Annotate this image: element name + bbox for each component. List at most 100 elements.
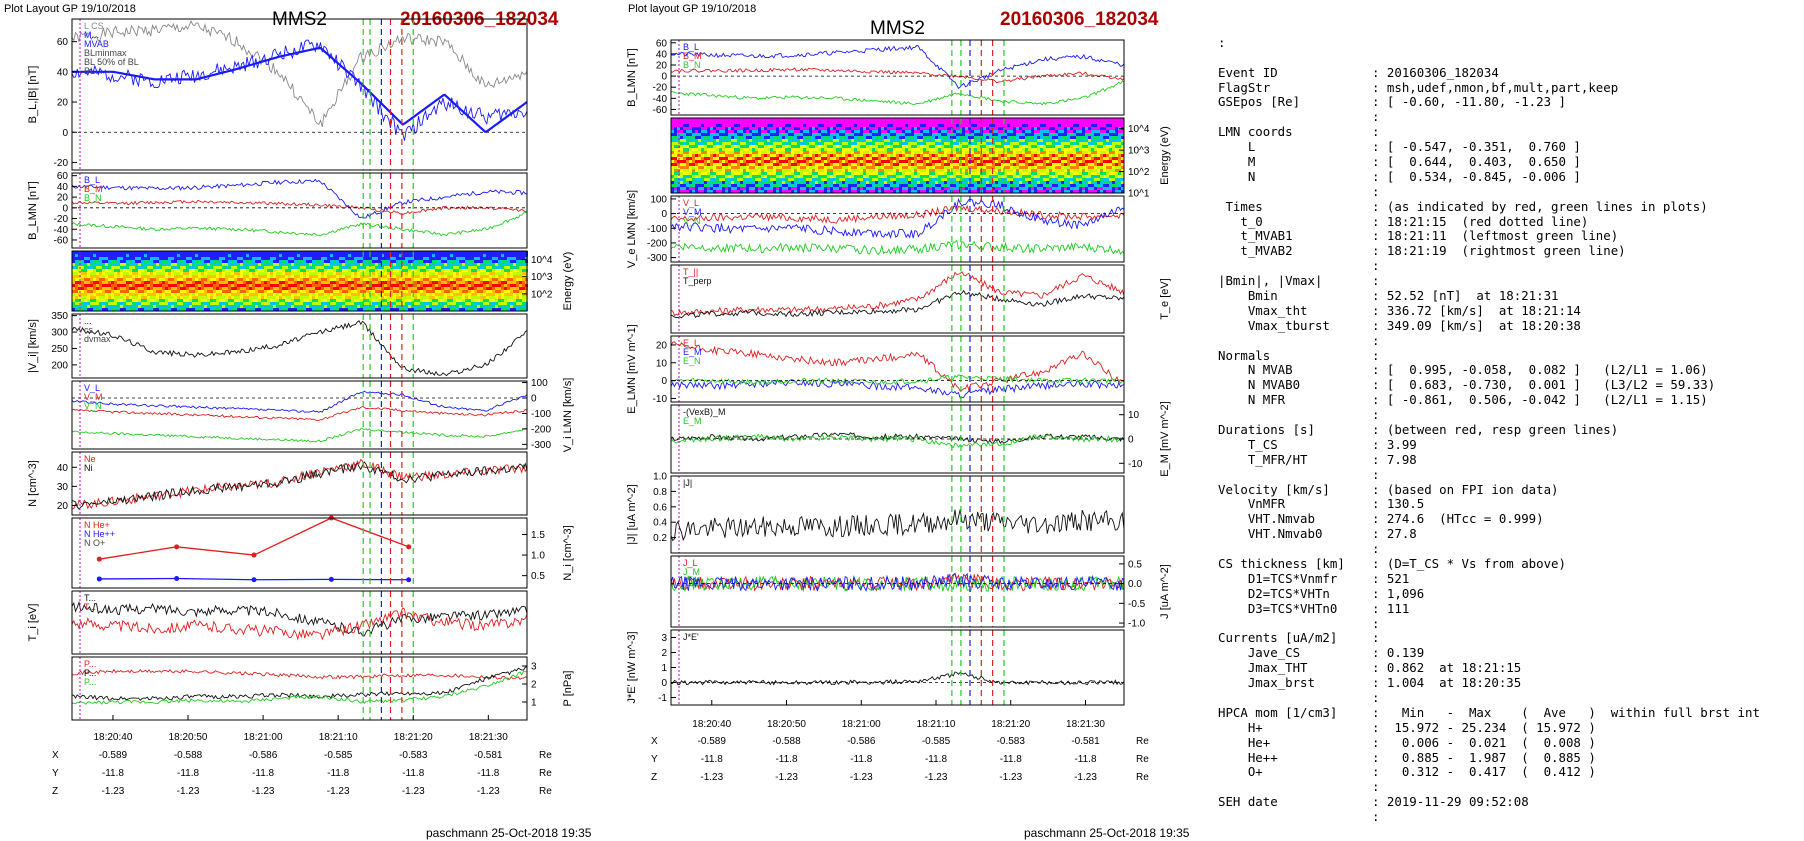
spectrogram-cell	[794, 145, 797, 148]
spectrogram-cell	[489, 260, 492, 263]
spectrogram-cell	[863, 142, 866, 145]
spectrogram-cell	[93, 257, 96, 260]
spectrogram-cell	[809, 130, 812, 133]
spectrogram-cell	[755, 154, 758, 157]
spectrogram-cell	[501, 287, 504, 290]
spectrogram-cell	[710, 184, 713, 187]
spectrogram-cell	[219, 296, 222, 299]
spectrogram-cell	[267, 287, 270, 290]
spectrogram-cell	[99, 257, 102, 260]
spectrogram-cell	[752, 127, 755, 130]
spectrogram-cell	[504, 275, 507, 278]
spectrogram-cell	[866, 130, 869, 133]
spectrogram-cell	[465, 308, 468, 311]
spectrogram-cell	[375, 284, 378, 287]
spectrogram-cell	[683, 169, 686, 172]
spectrogram-cell	[740, 187, 743, 190]
spectrogram-cell	[815, 139, 818, 142]
spectrogram-cell	[342, 308, 345, 311]
spectrogram-cell	[393, 308, 396, 311]
spectrogram-cell	[180, 293, 183, 296]
spectrogram-cell	[752, 160, 755, 163]
spectrogram-cell	[168, 260, 171, 263]
spectrogram-cell	[384, 272, 387, 275]
spectrogram-cell	[396, 290, 399, 293]
spectrogram-cell	[519, 293, 522, 296]
spectrogram-cell	[522, 251, 525, 254]
spectrogram-cell	[749, 118, 752, 121]
spectrogram-cell	[282, 260, 285, 263]
spectrogram-cell	[165, 299, 168, 302]
spectrogram-cell	[821, 187, 824, 190]
spectrogram-cell	[231, 272, 234, 275]
spectrogram-cell	[162, 281, 165, 284]
spectrogram-cell	[695, 136, 698, 139]
spectrogram-cell	[767, 130, 770, 133]
spectrogram-cell	[330, 254, 333, 257]
spectrogram-cell	[785, 130, 788, 133]
y-tick-label: -60	[653, 105, 668, 116]
spectrogram-cell	[513, 263, 516, 266]
spectrogram-cell	[99, 296, 102, 299]
spectrogram-cell	[842, 175, 845, 178]
spectrogram-cell	[396, 260, 399, 263]
spectrogram-cell	[258, 257, 261, 260]
spectrogram-cell	[177, 284, 180, 287]
spectrogram-cell	[773, 184, 776, 187]
spectrogram-cell	[743, 163, 746, 166]
spectrogram-cell	[522, 293, 525, 296]
spectrogram-cell	[722, 172, 725, 175]
spectrogram-cell	[108, 266, 111, 269]
spectrogram-cell	[510, 278, 513, 281]
spectrogram-cell	[219, 299, 222, 302]
spectrogram-cell	[498, 296, 501, 299]
spectrogram-cell	[372, 257, 375, 260]
spectrogram-cell	[806, 172, 809, 175]
spectrogram-cell	[270, 305, 273, 308]
spectrogram-cell	[228, 263, 231, 266]
spectrogram-cell	[165, 275, 168, 278]
spectrogram-cell	[728, 124, 731, 127]
spectrogram-cell	[402, 266, 405, 269]
spectrogram-cell	[815, 148, 818, 151]
spectrogram-cell	[671, 136, 674, 139]
spectrogram-cell	[677, 127, 680, 130]
spectrogram-cell	[189, 257, 192, 260]
spectrogram-cell	[474, 272, 477, 275]
spectrogram-cell	[378, 287, 381, 290]
spectrogram-cell	[432, 272, 435, 275]
legend-entry: P...	[84, 677, 96, 687]
spectrogram-cell	[129, 284, 132, 287]
spectrogram-cell	[731, 130, 734, 133]
spectrogram-cell	[710, 121, 713, 124]
spectrogram-cell	[162, 269, 165, 272]
spectrogram-cell	[848, 151, 851, 154]
series-line-0	[71, 19, 528, 128]
spectrogram-cell	[510, 299, 513, 302]
spectrogram-cell	[770, 127, 773, 130]
spectrogram-cell	[519, 290, 522, 293]
spectrogram-cell	[324, 296, 327, 299]
spectrogram-cell	[704, 139, 707, 142]
spectrogram-cell	[249, 260, 252, 263]
spectrogram-cell	[411, 260, 414, 263]
spectrogram-cell	[177, 281, 180, 284]
y-tick-label: 60	[57, 171, 69, 182]
spectrogram-cell	[809, 142, 812, 145]
spectrogram-cell	[132, 305, 135, 308]
spectrogram-cell	[516, 257, 519, 260]
spectrogram-cell	[75, 269, 78, 272]
spectrogram-cell	[698, 169, 701, 172]
spectrogram-cell	[225, 296, 228, 299]
spectrogram-cell	[441, 287, 444, 290]
spectrogram-cell	[237, 278, 240, 281]
spectrogram-cell	[510, 275, 513, 278]
spectrogram-cell	[159, 275, 162, 278]
spectrogram-cell	[75, 296, 78, 299]
spectrogram-cell	[357, 269, 360, 272]
spectrogram-cell	[345, 278, 348, 281]
spectrogram-cell	[213, 305, 216, 308]
spectrogram-cell	[84, 266, 87, 269]
spectrogram-cell	[435, 290, 438, 293]
spectrogram-cell	[93, 269, 96, 272]
